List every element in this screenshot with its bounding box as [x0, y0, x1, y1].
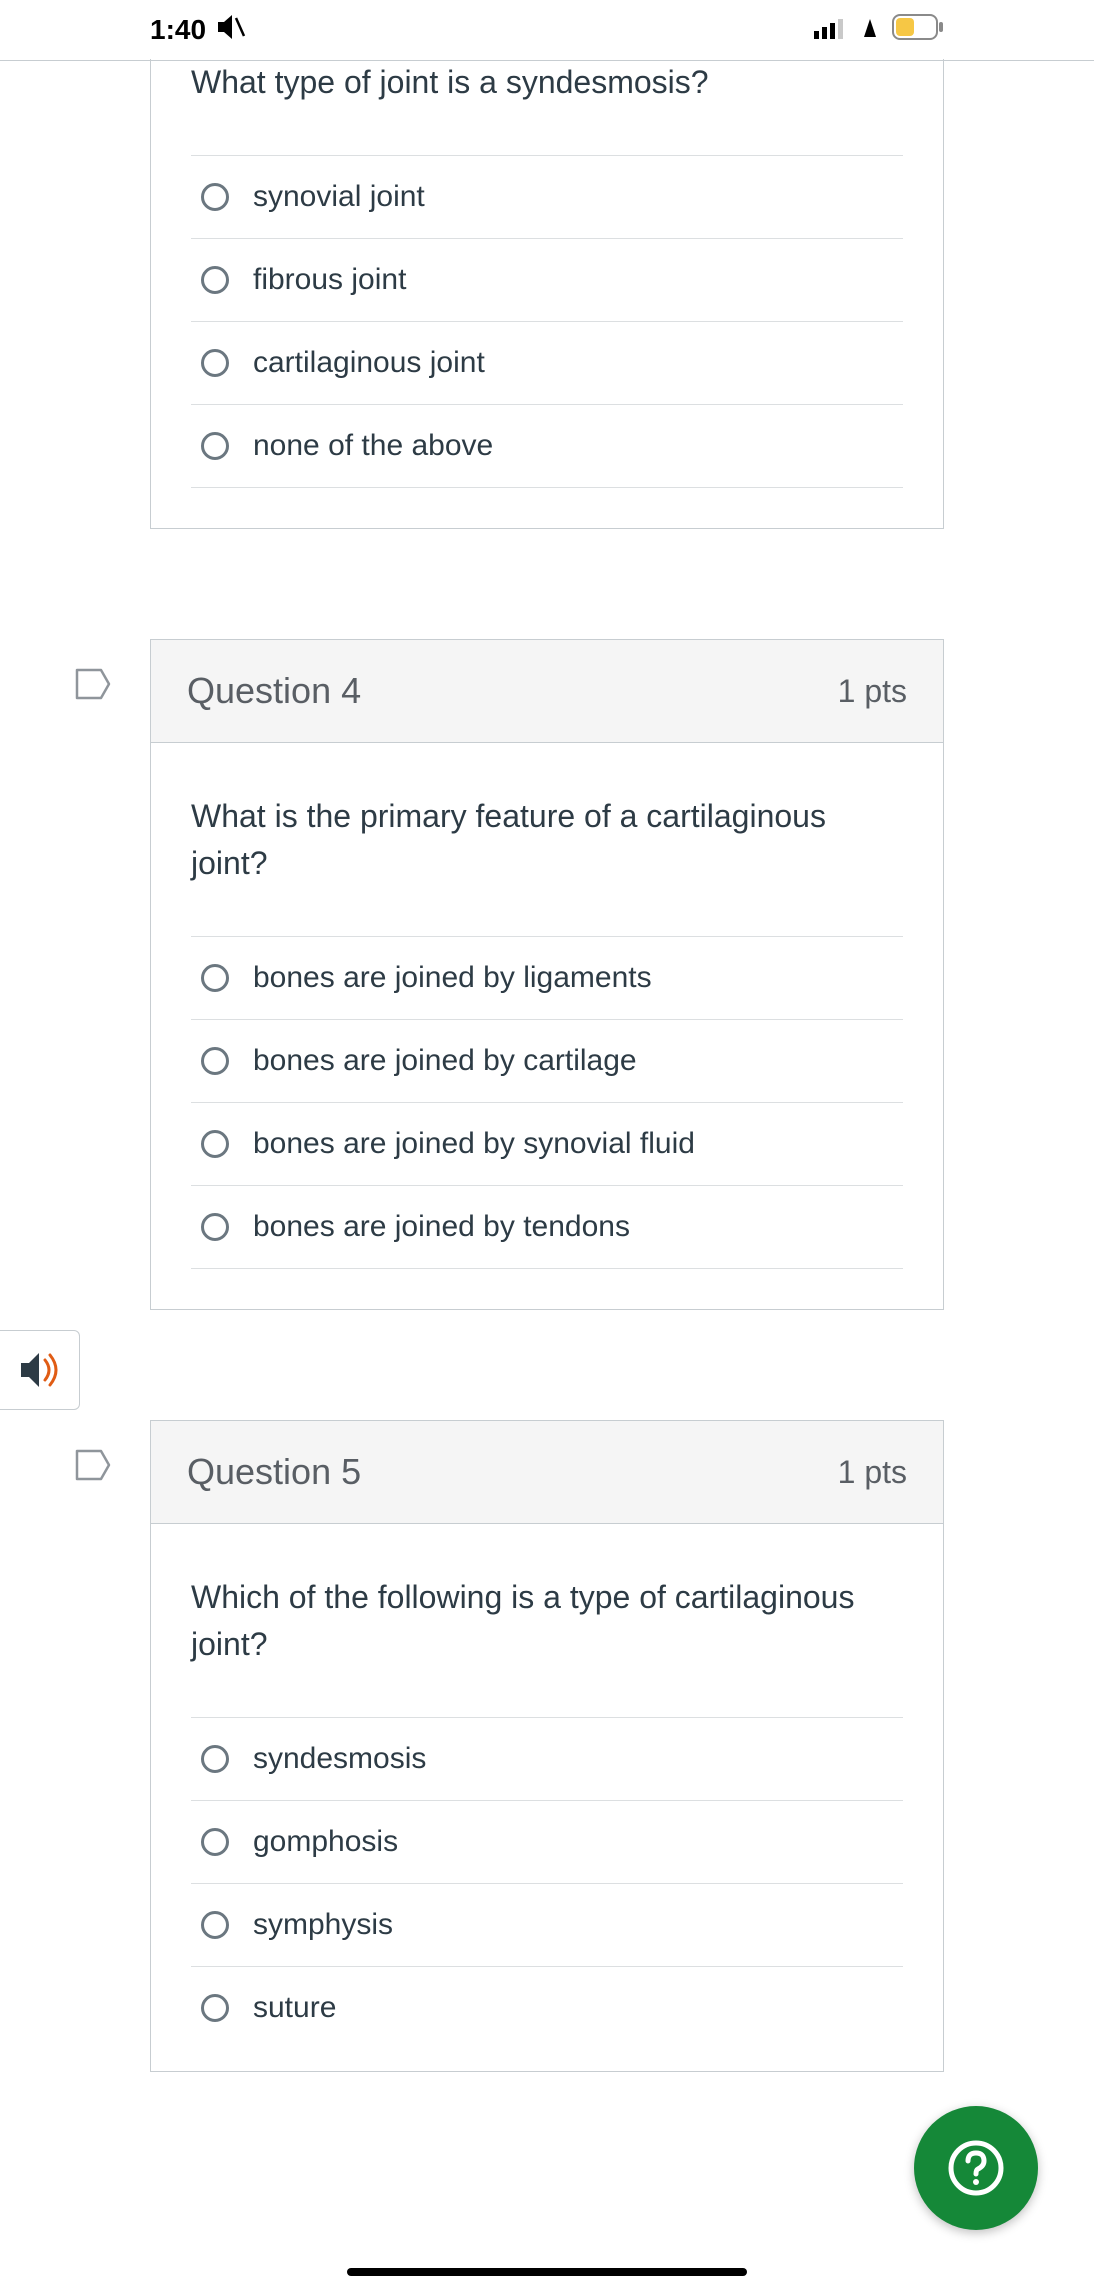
question-body: What is the primary feature of a cartila… [150, 743, 944, 1310]
option-label: none of the above [253, 429, 493, 463]
question-prompt: What is the primary feature of a cartila… [191, 793, 903, 886]
option-row[interactable]: bones are joined by ligaments [191, 937, 903, 1020]
option-row[interactable]: fibrous joint [191, 239, 903, 322]
read-aloud-button[interactable] [0, 1330, 80, 1410]
question-card-3: What type of joint is a syndesmosis? syn… [150, 59, 944, 529]
option-label: bones are joined by ligaments [253, 961, 652, 995]
radio-icon[interactable] [201, 1213, 229, 1241]
radio-icon[interactable] [201, 183, 229, 211]
option-row[interactable]: bones are joined by synovial fluid [191, 1103, 903, 1186]
question-prompt: Which of the following is a type of cart… [191, 1574, 903, 1667]
option-label: symphysis [253, 1908, 393, 1942]
option-row[interactable]: none of the above [191, 405, 903, 488]
bookmark-icon[interactable] [74, 1446, 112, 1484]
question-points: 1 pts [838, 673, 907, 710]
options-list: bones are joined by ligaments bones are … [191, 936, 903, 1269]
status-bar: 1:40 [0, 0, 1094, 60]
radio-icon[interactable] [201, 964, 229, 992]
options-list: syndesmosis gomphosis symphysis suture [191, 1717, 903, 2031]
question-card-4: Question 4 1 pts What is the primary fea… [150, 639, 944, 1310]
question-title: Question 4 [187, 670, 361, 712]
radio-icon[interactable] [201, 266, 229, 294]
question-prompt: What type of joint is a syndesmosis? [191, 59, 903, 105]
option-label: syndesmosis [253, 1742, 426, 1776]
option-label: synovial joint [253, 180, 425, 214]
option-label: gomphosis [253, 1825, 398, 1859]
question-body: Which of the following is a type of cart… [150, 1524, 944, 2072]
radio-icon[interactable] [201, 1911, 229, 1939]
question-card-5: Question 5 1 pts Which of the following … [150, 1420, 944, 2072]
mute-icon [216, 14, 246, 47]
help-button[interactable] [914, 2106, 1038, 2230]
home-indicator[interactable] [347, 2268, 747, 2276]
radio-icon[interactable] [201, 349, 229, 377]
option-label: fibrous joint [253, 263, 406, 297]
radio-icon[interactable] [201, 1994, 229, 2022]
status-time: 1:40 [150, 14, 206, 46]
option-row[interactable]: bones are joined by tendons [191, 1186, 903, 1269]
question-header: Question 5 1 pts [150, 1420, 944, 1524]
reception-icon [862, 14, 878, 46]
option-label: bones are joined by synovial fluid [253, 1127, 695, 1161]
battery-icon [892, 14, 944, 47]
option-row[interactable]: bones are joined by cartilage [191, 1020, 903, 1103]
option-label: bones are joined by cartilage [253, 1044, 637, 1078]
bookmark-icon[interactable] [74, 665, 112, 703]
radio-icon[interactable] [201, 1047, 229, 1075]
option-row[interactable]: cartilaginous joint [191, 322, 903, 405]
radio-icon[interactable] [201, 1130, 229, 1158]
question-header: Question 4 1 pts [150, 639, 944, 743]
option-label: suture [253, 1991, 336, 2025]
radio-icon[interactable] [201, 432, 229, 460]
option-label: bones are joined by tendons [253, 1210, 630, 1244]
options-list: synovial joint fibrous joint cartilagino… [191, 155, 903, 488]
option-row[interactable]: synovial joint [191, 156, 903, 239]
option-row[interactable]: suture [191, 1967, 903, 2031]
option-row[interactable]: syndesmosis [191, 1718, 903, 1801]
signal-icon [814, 14, 848, 46]
quiz-content: What type of joint is a syndesmosis? syn… [0, 60, 1094, 2112]
option-row[interactable]: symphysis [191, 1884, 903, 1967]
radio-icon[interactable] [201, 1828, 229, 1856]
question-title: Question 5 [187, 1451, 361, 1493]
option-row[interactable]: gomphosis [191, 1801, 903, 1884]
option-label: cartilaginous joint [253, 346, 485, 380]
question-points: 1 pts [838, 1454, 907, 1491]
radio-icon[interactable] [201, 1745, 229, 1773]
